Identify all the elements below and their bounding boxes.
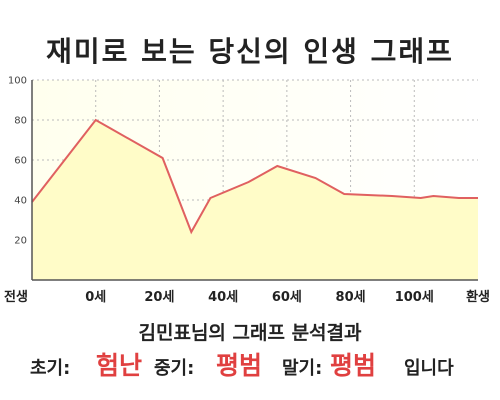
late-value: 평범 bbox=[330, 351, 377, 380]
y-axis-ticks: 20 40 60 80 100 bbox=[8, 76, 27, 247]
series-line bbox=[31, 118, 478, 235]
x-tick-label-4: 60세 bbox=[272, 290, 302, 305]
early-value: 험난 bbox=[96, 351, 143, 380]
x-tick-label-7: 환생 bbox=[466, 289, 490, 305]
y-tick-label-3: 80 bbox=[14, 116, 27, 127]
x-tick-label-6: 100세 bbox=[395, 290, 434, 305]
life-graph-chart: 20 40 60 80 100 전생 0세 20세 40세 60세 80세 100세 환생 bbox=[4, 76, 490, 306]
page-title: 재미로 보는 당신의 인생 그래프 bbox=[46, 35, 454, 68]
early-label: 초기: bbox=[30, 358, 71, 379]
x-tick-label-5: 80세 bbox=[336, 290, 366, 305]
x-axis-ticks: 전생 0세 20세 40세 60세 80세 100세 환생 bbox=[4, 289, 490, 305]
y-tick-label-2: 60 bbox=[14, 156, 27, 167]
x-tick-label-2: 20세 bbox=[144, 290, 174, 305]
x-tick-label-0: 전생 bbox=[4, 289, 28, 305]
mid-label: 중기: bbox=[154, 358, 195, 379]
analysis-summary: 김민표님의 그래프 분석결과 bbox=[138, 322, 362, 344]
late-label: 말기: bbox=[282, 358, 323, 379]
x-tick-label-1: 0세 bbox=[85, 290, 106, 305]
x-tick-label-3: 40세 bbox=[208, 290, 238, 305]
y-tick-label-1: 40 bbox=[14, 196, 27, 207]
y-tick-label-0: 20 bbox=[14, 236, 27, 247]
area-fill bbox=[32, 120, 478, 280]
verdict-ending: 입니다 bbox=[404, 358, 454, 379]
analysis-verdict: 초기: 험난 중기: 평범 말기: 평범 입니다 bbox=[0, 346, 500, 382]
mid-value: 평범 bbox=[216, 351, 263, 380]
y-tick-label-4: 100 bbox=[8, 76, 27, 87]
